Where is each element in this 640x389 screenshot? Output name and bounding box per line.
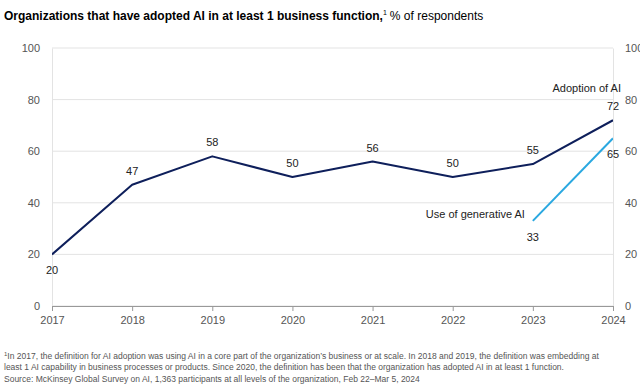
tick: 0: [613, 300, 631, 312]
tick: 40: [28, 197, 52, 209]
tick-label: 20: [625, 248, 637, 260]
grid-line: [52, 202, 613, 203]
tick-label: 40: [625, 197, 637, 209]
tick-label: 40: [28, 197, 40, 209]
footnote: 1In 2017, the definition for AI adoption…: [4, 351, 599, 361]
tick: 2023: [521, 306, 545, 326]
tick-mark: [533, 306, 534, 311]
subtitle: % of respondents: [390, 9, 483, 23]
tick-label: 2019: [201, 314, 225, 326]
tick-label: 60: [28, 145, 40, 157]
grid-line: [52, 99, 613, 100]
tick: 100: [613, 42, 640, 54]
tick-label: 80: [28, 94, 40, 106]
tick-label: 0: [625, 300, 631, 312]
data-label: 20: [46, 264, 58, 276]
footnote: least 1 AI capability in business proces…: [4, 362, 564, 372]
tick-label: 2024: [601, 314, 625, 326]
data-label: 56: [366, 142, 378, 154]
tick: 2018: [120, 306, 144, 326]
tick: 2021: [361, 306, 385, 326]
tick-label: 60: [625, 145, 637, 157]
tick-label: 2021: [361, 314, 385, 326]
tick-mark: [52, 306, 53, 311]
grid-line: [52, 254, 613, 255]
data-label: 55: [527, 144, 539, 156]
line: [52, 120, 613, 254]
title-note: 1: [383, 9, 387, 16]
tick-label: 100: [22, 42, 40, 54]
tick: 20: [28, 248, 52, 260]
axis-line: [53, 306, 614, 307]
tick-label: 2023: [521, 314, 545, 326]
title: Organizations that have adopted AI in at…: [4, 9, 483, 23]
data-label: 72: [607, 100, 619, 112]
footnote-text: In 2017, the definition for AI adoption …: [7, 351, 599, 361]
series-group: [52, 120, 613, 254]
data-label: 50: [447, 157, 459, 169]
source: Source: McKinsey Global Survey on AI, 1,…: [4, 374, 420, 384]
tick-label: 20: [28, 248, 40, 260]
tick-label: 80: [625, 94, 637, 106]
tick: 80: [28, 94, 52, 106]
grid-line: [52, 48, 613, 49]
data-label: 58: [206, 136, 218, 148]
tick-label: 2020: [281, 314, 305, 326]
tick-label: 2018: [120, 314, 144, 326]
line: [533, 138, 613, 221]
data-label: 50: [286, 157, 298, 169]
data-label: 33: [527, 231, 539, 243]
tick-mark: [373, 306, 374, 311]
tick-mark: [453, 306, 454, 311]
tick-label: 100: [625, 42, 640, 54]
grid-line: [52, 306, 613, 307]
tick-label: 2017: [40, 314, 64, 326]
data-label: 47: [126, 165, 138, 177]
tick: 2017: [40, 306, 64, 326]
series-label: Adoption of AI: [553, 82, 622, 94]
tick-mark: [132, 306, 133, 311]
tick-mark: [212, 306, 213, 311]
tick: 2019: [201, 306, 225, 326]
data-label: 65: [607, 148, 619, 160]
grid: [52, 48, 613, 306]
tick: 2022: [441, 306, 465, 326]
tick-mark: [613, 306, 614, 311]
title-main: Organizations that have adopted AI in at…: [4, 9, 383, 23]
tick: 0: [34, 300, 52, 312]
tick-label: 0: [34, 300, 40, 312]
tick: 60: [28, 145, 52, 157]
labels: 20 47 58 50 56 50 55 72 Adoption of AI 33 65 Use of…: [46, 82, 621, 276]
tick-label: 2022: [441, 314, 465, 326]
tick: 20: [613, 248, 637, 260]
tick-mark: [292, 306, 293, 311]
series-label: Use of generative AI: [426, 208, 525, 220]
tick: 40: [613, 197, 637, 209]
tick: 2024: [601, 306, 625, 326]
tick: 2020: [281, 306, 305, 326]
x-axis: 2017 2018 2019 2020 2021 2022 2023 2024: [40, 306, 625, 326]
chart: Organizations that have adopted AI in at…: [0, 0, 640, 389]
tick: 100: [22, 42, 52, 54]
